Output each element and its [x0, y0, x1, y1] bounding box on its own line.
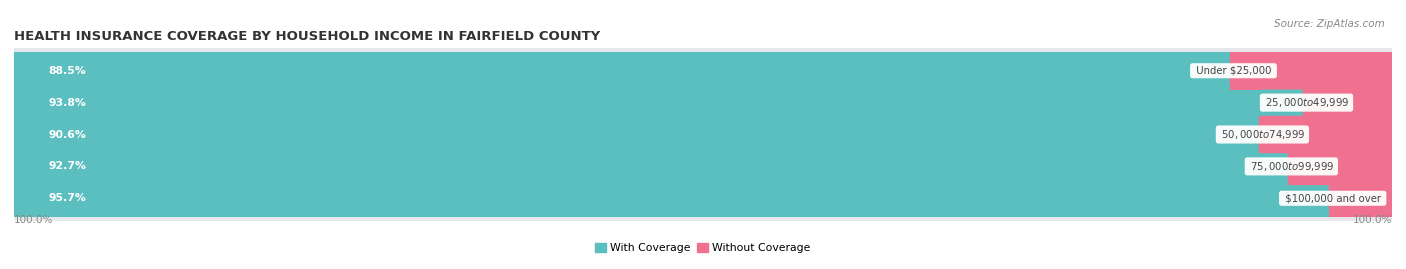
Text: $100,000 and over: $100,000 and over — [1281, 193, 1384, 203]
Bar — [1258, 116, 1286, 153]
Bar — [1050, 52, 1241, 90]
FancyBboxPatch shape — [1329, 179, 1396, 217]
Bar — [1099, 148, 1299, 185]
FancyBboxPatch shape — [10, 111, 1396, 158]
Legend: With Coverage, Without Coverage: With Coverage, Without Coverage — [595, 243, 811, 253]
Text: 92.7%: 92.7% — [48, 161, 87, 171]
FancyBboxPatch shape — [10, 179, 1337, 217]
FancyBboxPatch shape — [10, 116, 1267, 153]
Text: 90.6%: 90.6% — [48, 129, 86, 140]
FancyBboxPatch shape — [10, 175, 1396, 222]
FancyBboxPatch shape — [10, 148, 1295, 185]
Text: $75,000 to $99,999: $75,000 to $99,999 — [1247, 160, 1336, 173]
Text: 100.0%: 100.0% — [1353, 215, 1392, 225]
FancyBboxPatch shape — [10, 52, 1237, 90]
Text: Under $25,000: Under $25,000 — [1192, 66, 1274, 76]
Text: 88.5%: 88.5% — [48, 66, 86, 76]
Text: 100.0%: 100.0% — [14, 215, 53, 225]
FancyBboxPatch shape — [1230, 52, 1396, 90]
Bar — [1076, 116, 1270, 153]
Bar — [1135, 179, 1340, 217]
Bar — [1303, 84, 1323, 121]
FancyBboxPatch shape — [1288, 148, 1396, 185]
Text: HEALTH INSURANCE COVERAGE BY HOUSEHOLD INCOME IN FAIRFIELD COUNTY: HEALTH INSURANCE COVERAGE BY HOUSEHOLD I… — [14, 30, 600, 43]
FancyBboxPatch shape — [10, 84, 1310, 121]
Bar — [1112, 84, 1315, 121]
Text: Source: ZipAtlas.com: Source: ZipAtlas.com — [1274, 19, 1385, 29]
FancyBboxPatch shape — [10, 47, 1396, 94]
FancyBboxPatch shape — [1258, 116, 1398, 153]
Bar — [1230, 52, 1261, 90]
Bar — [1329, 179, 1346, 217]
Text: 93.8%: 93.8% — [48, 98, 86, 108]
FancyBboxPatch shape — [10, 79, 1396, 126]
Bar — [1288, 148, 1310, 185]
Text: $25,000 to $49,999: $25,000 to $49,999 — [1263, 96, 1351, 109]
FancyBboxPatch shape — [10, 143, 1396, 190]
Text: $50,000 to $74,999: $50,000 to $74,999 — [1219, 128, 1306, 141]
Text: 95.7%: 95.7% — [48, 193, 86, 203]
FancyBboxPatch shape — [1303, 84, 1396, 121]
